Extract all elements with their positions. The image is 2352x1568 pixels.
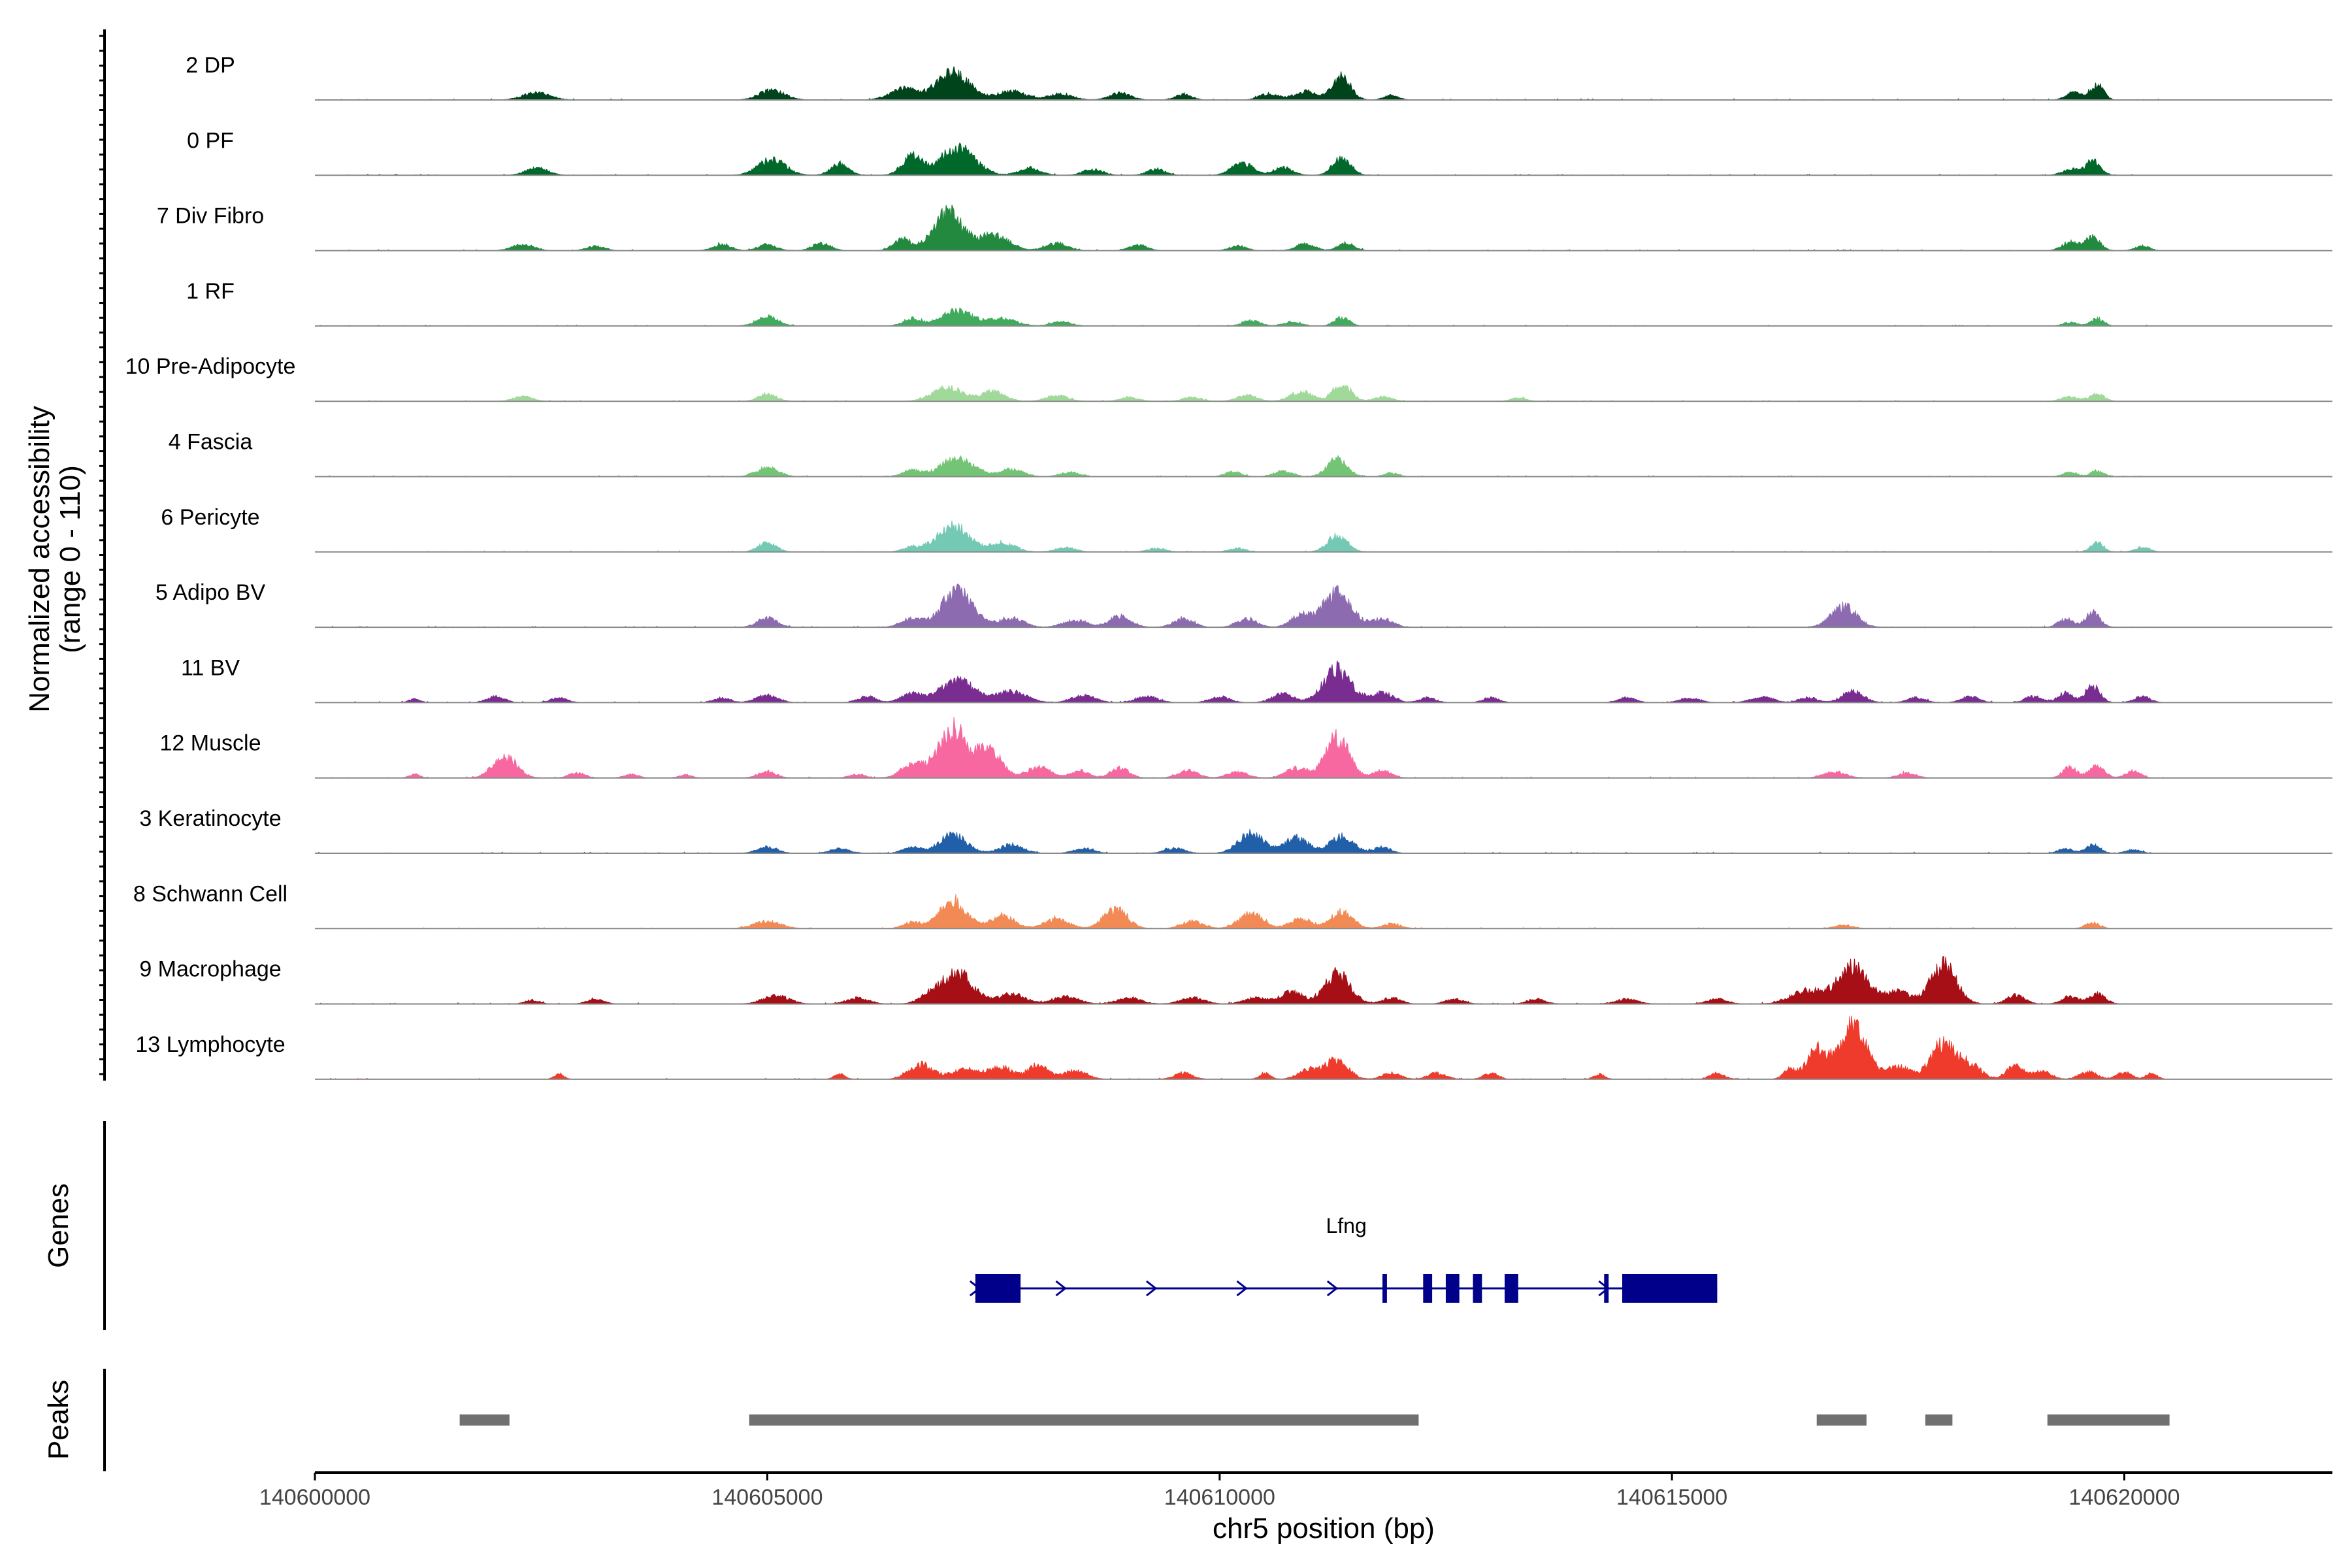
x-axis-tick-label: 140600000 xyxy=(259,1485,370,1510)
track-10-pre-adipocyte: 10 Pre-Adipocyte xyxy=(125,354,2332,402)
track-4-fascia: 4 Fascia xyxy=(169,430,2332,478)
strand-arrow xyxy=(1236,1280,1248,1297)
track-13-lymphocyte: 13 Lymphocyte xyxy=(135,1015,2332,1080)
y-axis-range-label: (range 0 - 110) xyxy=(54,465,86,653)
track-label-12-muscle: 12 Muscle xyxy=(160,731,261,756)
peak-region xyxy=(459,1414,510,1426)
track-label-5-adipo-bv: 5 Adipo BV xyxy=(155,580,266,605)
gene-name-label: Lfng xyxy=(1326,1214,1366,1237)
track-label-11-bv: 11 BV xyxy=(181,655,240,680)
strand-arrow xyxy=(1055,1280,1067,1297)
track-label-10-pre-adipocyte: 10 Pre-Adipocyte xyxy=(125,354,296,379)
gene-exon xyxy=(1423,1274,1433,1303)
strand-arrow xyxy=(969,1280,981,1297)
coverage-area-6-pericyte xyxy=(315,520,2165,553)
coverage-area-0-pf xyxy=(315,142,2165,176)
coverage-area-10-pre-adipocyte xyxy=(315,384,2165,402)
track-3-keratinocyte: 3 Keratinocyte xyxy=(139,806,2332,854)
genes-track: Genes Lfng xyxy=(42,1121,1718,1330)
track-label-0-pf: 0 PF xyxy=(187,128,234,153)
peak-region xyxy=(2047,1414,2170,1426)
gene-exon xyxy=(1622,1274,1718,1303)
peak-region xyxy=(1816,1414,1867,1426)
track-label-3-keratinocyte: 3 Keratinocyte xyxy=(139,806,281,831)
track-7-div-fibro: 7 Div Fibro xyxy=(157,204,2332,252)
track-label-9-macrophage: 9 Macrophage xyxy=(139,957,281,982)
coverage-area-13-lymphocyte xyxy=(315,1015,2166,1080)
track-label-8-schwann-cell: 8 Schwann Cell xyxy=(133,881,287,906)
coverage-area-3-keratinocyte xyxy=(314,829,2165,854)
track-1-rf: 1 RF xyxy=(186,279,2332,327)
track-label-2-dp: 2 DP xyxy=(186,53,235,78)
coverage-area-2-dp xyxy=(315,66,2165,101)
strand-arrow xyxy=(1326,1280,1339,1297)
y-axis-label: Normalized accessibility xyxy=(24,406,56,712)
track-5-adipo-bv: 5 Adipo BV xyxy=(155,580,2332,629)
coverage-area-4-fascia xyxy=(315,454,2165,478)
track-9-macrophage: 9 Macrophage xyxy=(139,955,2332,1005)
track-label-1-rf: 1 RF xyxy=(186,279,235,304)
track-label-6-pericyte: 6 Pericyte xyxy=(161,505,259,530)
coverage-area-1-rf xyxy=(315,307,2165,327)
track-2-dp: 2 DP xyxy=(186,53,2332,101)
coverage-tracks: 2 DP 0 PF 7 Div Fibro 1 RF 10 Pre-Adipocyte 4… xyxy=(125,53,2332,1080)
coverage-area-8-schwann-cell xyxy=(315,894,2165,929)
gene-exon xyxy=(975,1274,1021,1303)
gene-exon xyxy=(1604,1274,1609,1303)
peaks-track: Peaks xyxy=(42,1369,2170,1471)
track-label-7-div-fibro: 7 Div Fibro xyxy=(157,204,264,229)
strand-arrow xyxy=(1598,1280,1610,1297)
coverage-area-7-div-fibro xyxy=(315,204,2165,252)
peak-region xyxy=(749,1414,1419,1426)
track-8-schwann-cell: 8 Schwann Cell xyxy=(133,881,2332,930)
y-axis xyxy=(99,29,106,1081)
x-axis-label: chr5 position (bp) xyxy=(1213,1512,1435,1544)
gene-exon xyxy=(1445,1274,1460,1303)
coverage-area-12-muscle xyxy=(315,717,2165,779)
x-axis: 140600000 140605000 140610000 140615000 1406… xyxy=(259,1471,2332,1510)
x-axis-tick-label: 140605000 xyxy=(711,1485,823,1510)
peak-region xyxy=(1925,1414,1953,1426)
coverage-area-5-adipo-bv xyxy=(315,583,2165,628)
gene-exon xyxy=(1382,1274,1387,1303)
strand-arrow xyxy=(1145,1280,1158,1297)
gene-exon xyxy=(1505,1274,1518,1303)
x-axis-tick-label: 140610000 xyxy=(1164,1485,1275,1510)
track-11-bv: 11 BV xyxy=(181,655,2332,704)
peaks-track-label: Peaks xyxy=(42,1380,74,1460)
track-12-muscle: 12 Muscle xyxy=(160,717,2332,779)
track-label-13-lymphocyte: 13 Lymphocyte xyxy=(135,1032,285,1057)
track-label-4-fascia: 4 Fascia xyxy=(169,430,253,455)
gene-exon xyxy=(1473,1274,1482,1303)
coverage-area-9-macrophage xyxy=(315,955,2165,1005)
coverage-area-11-bv xyxy=(315,661,2165,703)
genes-track-label: Genes xyxy=(42,1183,74,1268)
track-0-pf: 0 PF xyxy=(187,128,2332,176)
x-axis-tick-label: 140615000 xyxy=(1616,1485,1727,1510)
x-axis-tick-label: 140620000 xyxy=(2068,1485,2180,1510)
track-6-pericyte: 6 Pericyte xyxy=(161,505,2332,553)
